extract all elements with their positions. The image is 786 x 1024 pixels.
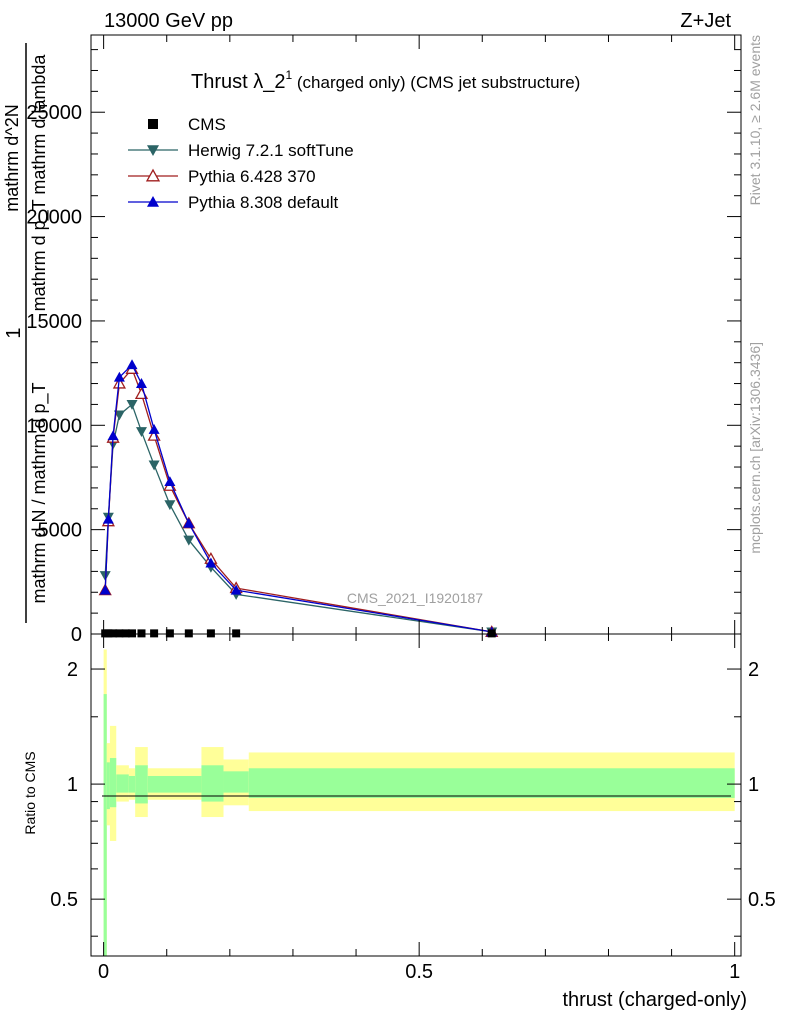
data-point (164, 476, 176, 487)
mcplots-label: mcplots.cern.ch [arXiv:1306.3436] (747, 342, 763, 554)
data-point (121, 629, 130, 638)
legend: CMS Herwig 7.2.1 softTune Pythia 6.428 370… (128, 115, 354, 212)
y-tick-label: 10000 (26, 415, 82, 437)
ratio-x-axis: 0 0.5 1 (98, 634, 740, 983)
y-label-numerator-2: mathrm d^2N (2, 104, 22, 211)
y-tick-label: 5000 (38, 520, 83, 542)
x-tick-label: 0.5 (405, 961, 433, 983)
ratio-tick-label-left: 1 (67, 774, 78, 796)
series-line (104, 363, 492, 633)
main-plot-content (98, 359, 499, 638)
y-tick-label: 25000 (26, 102, 82, 124)
data-point (183, 535, 195, 546)
chart-title-suffix: (charged only) (CMS jet substructure) (292, 73, 580, 92)
ratio-inner-band (223, 771, 249, 793)
data-point (107, 430, 119, 441)
chart-title-main: Thrust λ_2 (191, 71, 285, 93)
legend-label: Pythia 8.308 default (188, 193, 339, 212)
data-point (128, 629, 137, 638)
y-tick-label: 15000 (26, 311, 82, 333)
legend-marker (147, 145, 159, 156)
data-point (137, 629, 146, 638)
legend-marker (145, 168, 161, 182)
legend-label: CMS (188, 115, 226, 134)
x-tick-label: 0 (98, 961, 109, 983)
data-point (487, 629, 496, 638)
ratio-tick-label-right: 1 (748, 774, 759, 796)
y-label-denominator-2: mathrm d p_T mathrm d lambda (29, 54, 50, 312)
main-x-axis (103, 35, 736, 634)
main-y-axis-label: 1 mathrm d N / mathrm d p_T mathrm d^2N mat… (2, 43, 50, 623)
ratio-y-axis-label: Ratio to CMS (22, 751, 38, 834)
data-point (184, 629, 193, 638)
ratio-inner-band (147, 775, 202, 793)
ratio-tick-label-right: 0.5 (748, 889, 776, 911)
y-label-prefactor: 1 (3, 327, 25, 338)
ratio-inner-band (128, 775, 136, 793)
y-tick-label: 0 (71, 624, 82, 646)
legend-item: CMS (148, 115, 226, 134)
energy-label: 13000 GeV pp (104, 10, 233, 32)
x-tick-label: 1 (729, 961, 740, 983)
legend-label: Pythia 6.428 370 (188, 167, 316, 186)
ratio-inner-band (135, 765, 148, 804)
data-point (113, 371, 125, 382)
legend-item: Pythia 6.428 370 (128, 167, 316, 186)
data-point (102, 513, 114, 524)
data-point (232, 629, 241, 638)
data-point (135, 378, 147, 388)
data-point (150, 629, 159, 638)
analysis-watermark: CMS_2021_I1920187 (347, 590, 483, 606)
legend-item: Pythia 8.308 default (128, 193, 339, 212)
series-cms (101, 629, 496, 638)
ratio-tick-label-left: 0.5 (50, 889, 78, 911)
main-plot-panel: 1 mathrm d N / mathrm d p_T mathrm d^2N mat… (2, 34, 742, 646)
ratio-plot-panel: 0.5 0.51 12 2 0 0.5 1 Ratio to CMS (22, 633, 776, 983)
chart-title: Thrust λ_21 (charged only) (CMS jet subs… (191, 68, 580, 93)
main-y-axis: 0 5000 10000 15000 20000 25000 (26, 49, 741, 646)
data-point (135, 427, 147, 438)
ratio-tick-label-right: 2 (748, 659, 759, 681)
rivet-label: Rivet 3.1.10, ≥ 2.6M events (747, 35, 763, 205)
data-point (206, 629, 215, 638)
ratio-tick-label-left: 2 (67, 659, 78, 681)
ratio-uncertainty-bands (103, 649, 735, 956)
series-pythia-8-308-default (99, 359, 498, 637)
data-point (113, 410, 125, 421)
process-label: Z+Jet (680, 10, 731, 32)
data-point (165, 629, 174, 638)
data-point (104, 629, 113, 638)
ratio-inner-band (103, 694, 107, 956)
legend-marker (147, 196, 159, 207)
ratio-plot-frame (90, 633, 742, 957)
y-tick-label: 20000 (26, 207, 82, 229)
data-point (205, 557, 217, 568)
data-point (126, 400, 138, 410)
legend-marker (148, 119, 158, 129)
ratio-inner-band (106, 762, 110, 810)
data-point (148, 460, 160, 471)
x-axis-label: thrust (charged-only) (562, 989, 747, 1011)
data-point (109, 629, 118, 638)
ratio-inner-band (109, 758, 117, 808)
data-point (126, 359, 138, 370)
ratio-inner-band (116, 774, 129, 793)
data-point (164, 500, 176, 511)
ratio-inner-band (201, 765, 224, 802)
chart-title-superscript: 1 (285, 68, 292, 82)
data-point (115, 629, 124, 638)
data-point (230, 584, 242, 595)
ratio-y-axis: 0.5 0.5 1 1 2 2 (50, 659, 776, 937)
data-point (183, 517, 195, 528)
y-label-denominator-1: mathrm d N / mathrm d p_T (29, 382, 50, 603)
ratio-inner-band (248, 768, 735, 798)
legend-label: Herwig 7.2.1 softTune (188, 141, 354, 160)
data-point (148, 423, 160, 434)
legend-item: Herwig 7.2.1 softTune (128, 141, 354, 160)
data-point (99, 584, 111, 595)
